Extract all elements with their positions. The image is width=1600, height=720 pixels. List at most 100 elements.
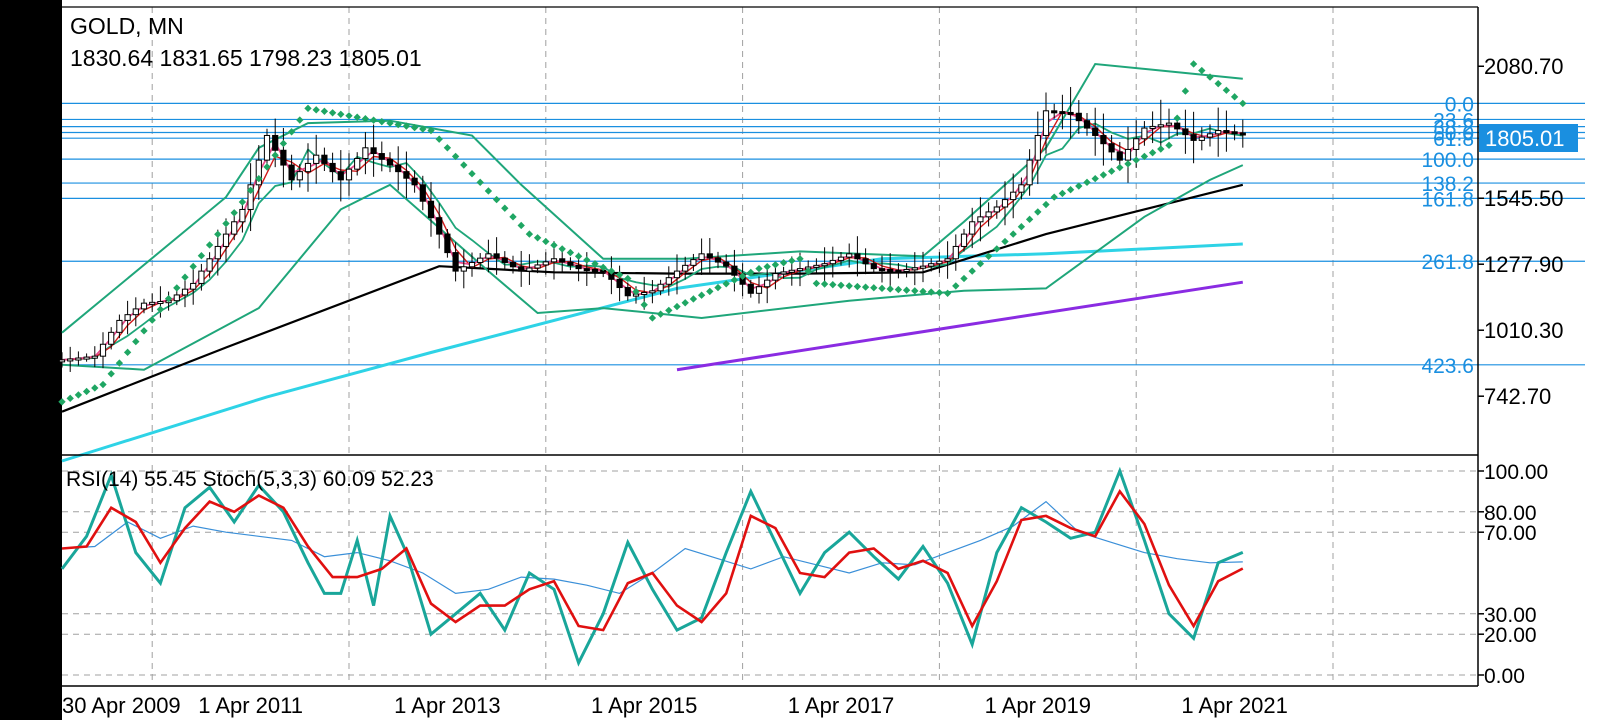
sar-dot <box>369 116 378 124</box>
sar-dot <box>927 288 935 296</box>
candle-body <box>190 282 197 290</box>
sar-dot <box>878 284 886 293</box>
sar-dot <box>443 144 452 152</box>
sar-dot <box>361 115 370 123</box>
candle-body <box>821 263 828 267</box>
candle-body <box>313 154 320 164</box>
price-tick-label: 2080.70 <box>1484 54 1564 79</box>
candle-body <box>124 314 131 321</box>
sar-dot <box>353 113 361 121</box>
candle-body <box>575 264 582 270</box>
candle-body <box>846 253 853 258</box>
sar-dot <box>197 252 206 260</box>
indicator-tick-label: 0.00 <box>1484 665 1525 688</box>
fib-level-label: 0.0 <box>1445 93 1474 116</box>
candle-body <box>1075 112 1082 122</box>
sar-dot <box>656 310 665 318</box>
candle-body <box>181 288 189 296</box>
candle-body <box>493 253 500 259</box>
sar-dot <box>632 287 640 296</box>
sar-dot <box>993 245 1001 253</box>
candle-body <box>280 149 287 166</box>
candle-body <box>1198 136 1205 141</box>
sar-dot <box>624 274 632 283</box>
candle-body <box>780 271 787 275</box>
candle-body <box>919 265 927 269</box>
sar-dot <box>468 170 476 178</box>
indicator-tick-label: 30.00 <box>1484 604 1537 627</box>
sar-dot <box>911 287 919 295</box>
time-tick-label: 30 Apr 2009 <box>62 693 181 718</box>
sar-dot <box>525 230 534 238</box>
sar-dot <box>1017 223 1026 231</box>
sar-dot <box>894 285 903 294</box>
time-tick-label: 1 Apr 2021 <box>1181 693 1287 718</box>
candle-body <box>583 268 590 272</box>
indicator-tick-label: 20.00 <box>1484 624 1537 647</box>
sar-dot <box>173 284 181 292</box>
price-tick-label: 1277.90 <box>1484 252 1564 277</box>
sar-dot <box>886 285 894 293</box>
candle-body <box>1182 128 1189 136</box>
fib-level-label: 138.2 <box>1421 173 1474 196</box>
candle-body <box>1174 122 1181 130</box>
indicator-tick-label: 80.00 <box>1484 502 1537 525</box>
sar-dot <box>615 271 624 279</box>
candle-body <box>559 258 566 263</box>
candle-body <box>952 245 959 260</box>
candle-body <box>796 268 804 272</box>
time-tick-label: 1 Apr 2011 <box>198 693 303 718</box>
sar-dot <box>1239 99 1247 108</box>
candle-body <box>1034 134 1041 161</box>
sar-dot <box>771 261 780 269</box>
candle-body <box>969 221 976 235</box>
candle-body <box>1026 159 1033 186</box>
candle-body <box>755 286 763 294</box>
candle-body <box>911 267 918 271</box>
price-tick-label: 1545.50 <box>1484 186 1564 211</box>
sar-dot <box>181 273 189 281</box>
candle-body <box>222 233 230 247</box>
sar-dot <box>673 302 681 311</box>
candle-body <box>616 278 623 289</box>
time-tick-label: 1 Apr 2017 <box>788 693 894 718</box>
candle-body <box>829 259 836 265</box>
sar-dot <box>984 252 993 260</box>
candle-body <box>1051 110 1058 114</box>
candle-body <box>304 162 312 173</box>
candle-body <box>567 261 574 266</box>
fib-level-label: 100.0 <box>1421 149 1474 172</box>
candle-body <box>411 177 418 186</box>
time-tick-label: 1 Apr 2015 <box>591 693 697 718</box>
sar-dot <box>320 107 329 115</box>
sar-dot <box>870 284 878 292</box>
candle-body <box>542 261 549 266</box>
candle-body <box>1157 124 1164 128</box>
candle-body <box>362 147 369 159</box>
candle-body <box>649 290 656 294</box>
candle-body <box>714 257 722 263</box>
candle-body <box>91 355 98 359</box>
sar-dot <box>427 126 435 135</box>
candle-body <box>288 164 295 181</box>
sar-dot <box>738 272 747 280</box>
candle-body <box>255 159 262 186</box>
candle-body <box>395 164 402 173</box>
candle-body <box>1215 130 1222 135</box>
fib-level-label: 423.6 <box>1421 355 1474 378</box>
sar-dot <box>410 123 419 132</box>
candle-body <box>1092 127 1099 136</box>
candle-body <box>1042 110 1050 136</box>
indicator-title: RSI(14) 55.45 Stoch(5,3,3) 60.09 52.23 <box>66 468 434 491</box>
sar-dot <box>952 282 960 290</box>
candle-body <box>403 171 410 179</box>
bollinger-lower <box>61 164 1244 371</box>
candle-body <box>198 270 205 284</box>
candle-body <box>67 358 74 362</box>
candle-body <box>837 256 845 261</box>
ohlc-readout: 1830.64 1831.65 1798.23 1805.01 <box>70 45 422 71</box>
sar-dot <box>697 291 706 299</box>
sar-dot <box>779 259 788 267</box>
sar-dot <box>607 267 616 275</box>
